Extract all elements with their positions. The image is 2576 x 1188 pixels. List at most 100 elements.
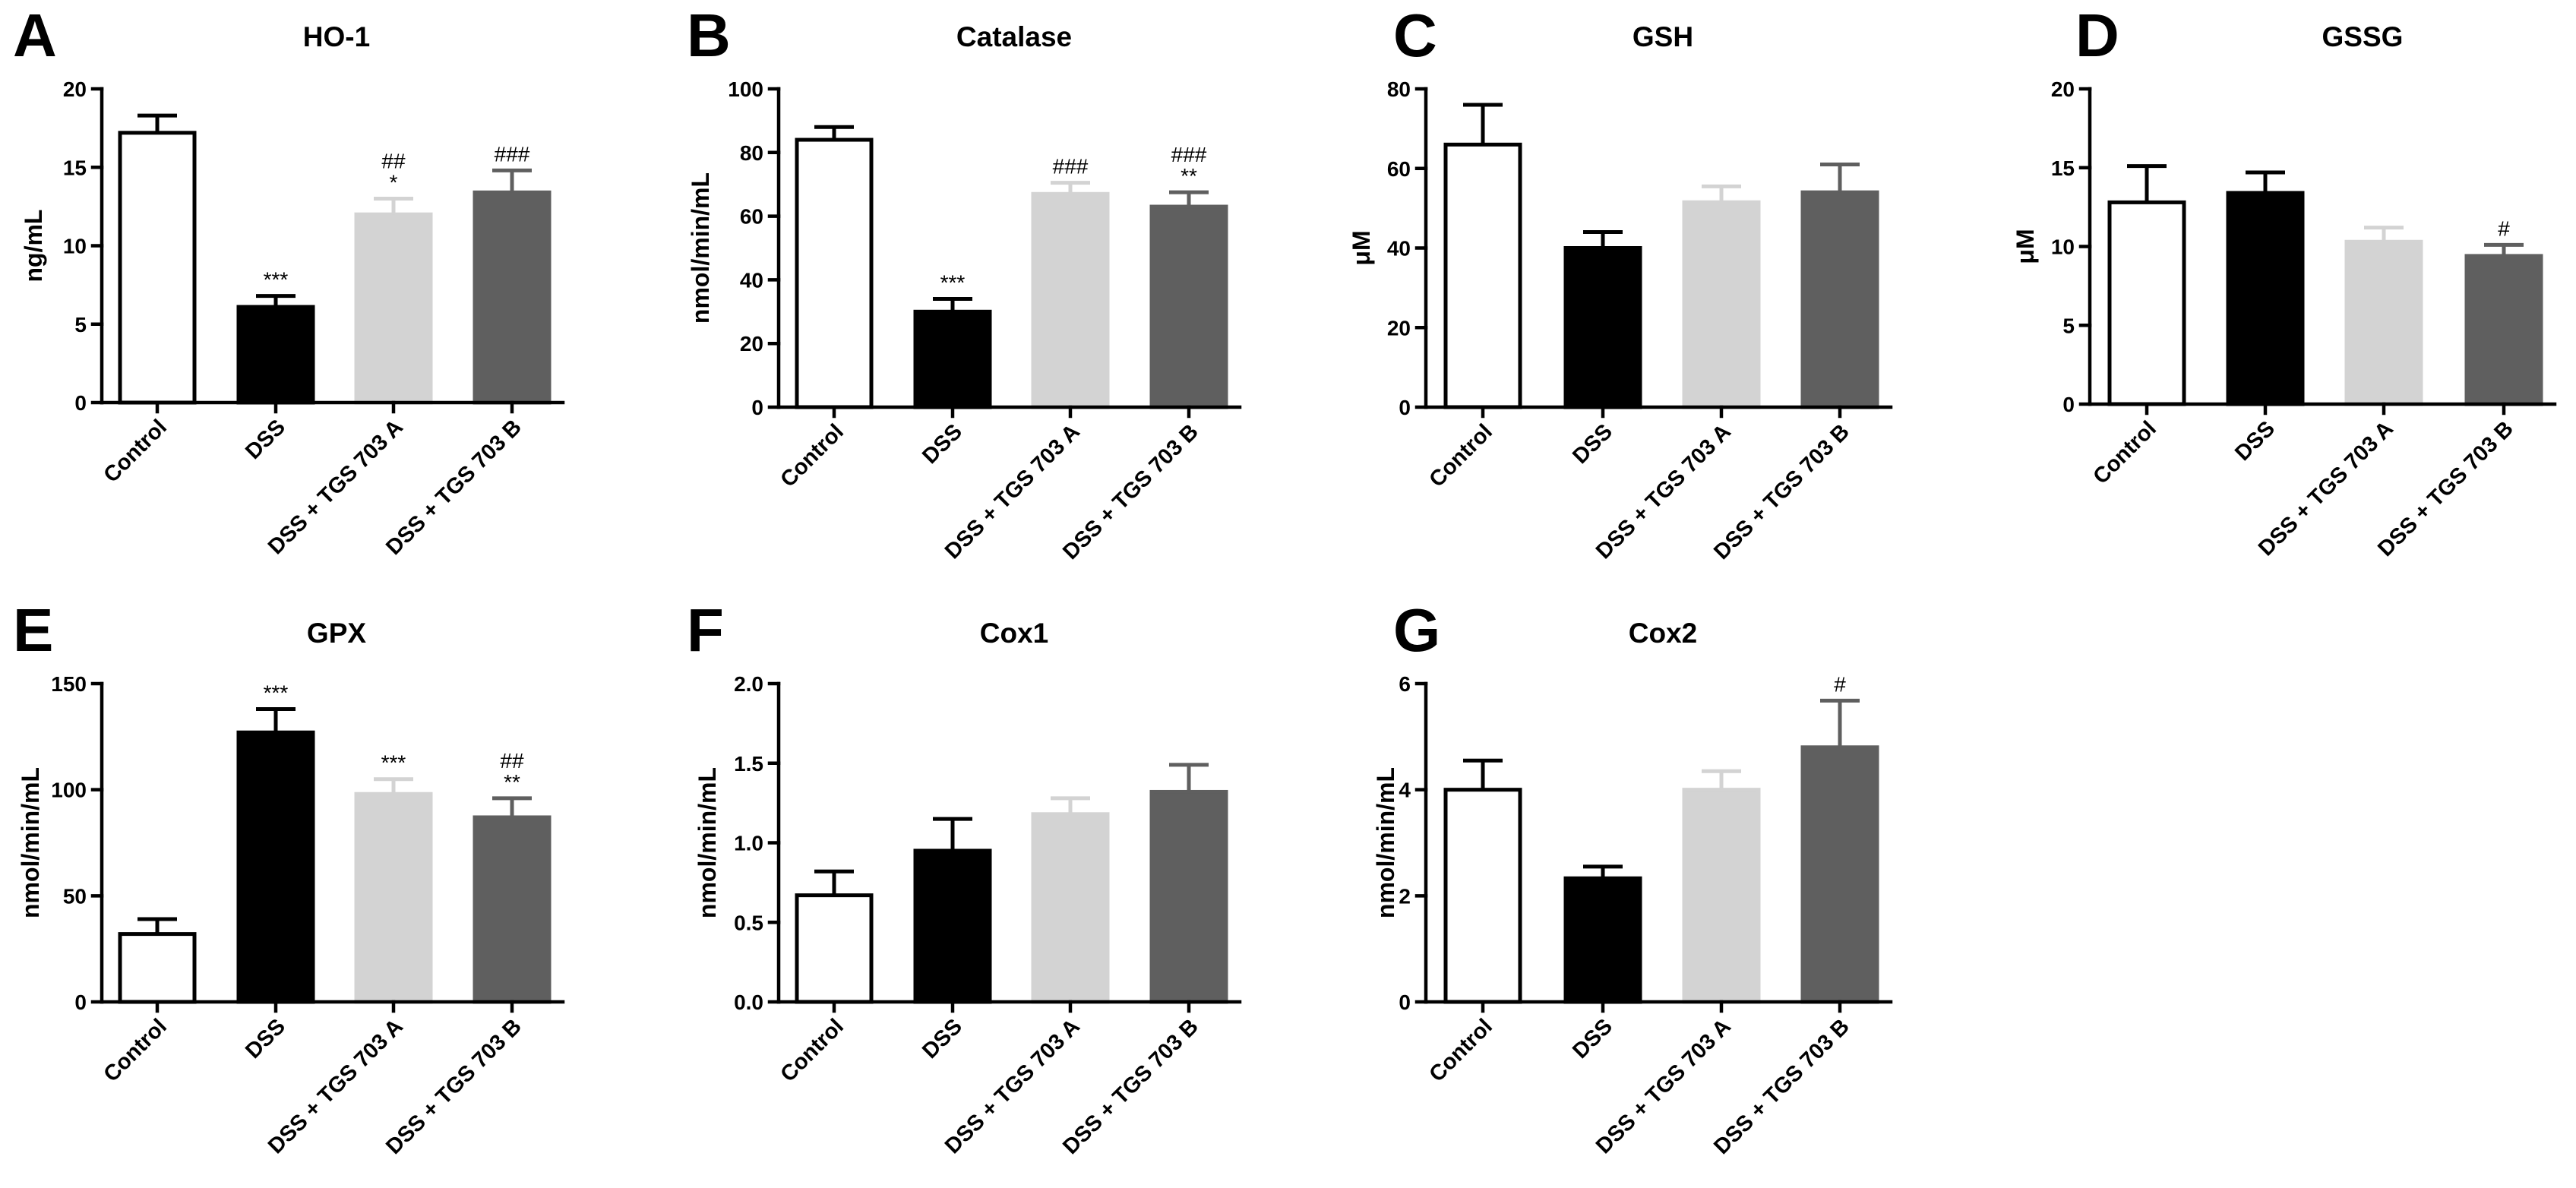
y-tick-label: 0	[74, 991, 87, 1014]
y-tick-label: 40	[1387, 237, 1411, 261]
bar-control	[795, 137, 874, 409]
y-tick-label: 5	[2062, 314, 2075, 337]
bar-dss-tgs-703-a	[1682, 788, 1761, 1004]
y-tick-label: 0	[1399, 991, 1411, 1014]
y-axis: 0 2 4 6	[1399, 672, 1428, 1014]
significance-label: ***	[940, 271, 966, 295]
significance-label: ##	[500, 749, 524, 773]
y-tick-label: 80	[1387, 77, 1411, 101]
error-bar-dss	[256, 294, 296, 308]
y-tick-label: 1.5	[734, 752, 763, 776]
x-tick-label: Control	[776, 419, 849, 492]
x-tick-label: DSS	[241, 1014, 290, 1063]
y-axis-label: μM	[1348, 230, 1375, 265]
y-tick-label: 5	[74, 313, 87, 336]
bar-dss-tgs-703-b	[473, 815, 552, 1004]
bars: ***### **###	[795, 125, 1228, 409]
y-tick-label: 0.0	[734, 991, 763, 1014]
y-axis-label: nmol/min/mL	[694, 767, 721, 918]
x-tick-label: Control	[1424, 1014, 1497, 1087]
bar-dss-tgs-703-a	[354, 791, 433, 1004]
x-tick-label: Control	[99, 1014, 172, 1087]
bars: #	[1443, 672, 1879, 1004]
panel-letter: C	[1393, 2, 1437, 69]
bars: ****## ###	[118, 113, 552, 405]
bar-dss	[1563, 876, 1642, 1004]
significance-label: ***	[264, 268, 289, 292]
y-tick-label: 100	[728, 77, 763, 101]
y-tick-label: 100	[51, 779, 87, 802]
bar-dss-tgs-703-a	[1682, 200, 1761, 409]
error-bar-dss-tgs-703-a	[1051, 796, 1090, 814]
error-bar-dss-tgs-703-a	[1702, 769, 1741, 790]
error-bar-control	[137, 917, 177, 934]
y-tick-label: 60	[1387, 157, 1411, 181]
x-tick-label: Control	[1424, 419, 1497, 492]
error-bar-dss-tgs-703-b	[2484, 242, 2524, 256]
error-bar-dss-tgs-703-a	[374, 197, 413, 215]
y-axis: 0 20 40 60 80 100	[728, 77, 781, 419]
chart-title: GPX	[307, 618, 366, 649]
error-bar-dss-tgs-703-b	[492, 796, 532, 817]
y-tick-label: 4	[1399, 779, 1411, 802]
bar-dss-tgs-703-a	[2344, 239, 2423, 406]
panel-letter: E	[13, 596, 53, 664]
error-bar-control	[814, 869, 854, 896]
bar-dss	[913, 848, 992, 1004]
y-axis-label: nmol/min/mL	[687, 172, 714, 324]
bars: #	[2107, 164, 2543, 406]
x-tick-label: DSS + TGS 703 A	[2254, 416, 2398, 561]
bar-dss-tgs-703-b	[1149, 789, 1228, 1004]
error-bar-dss	[933, 297, 972, 312]
x-tick-label: DSS	[918, 1014, 967, 1063]
significance-label: *	[390, 171, 398, 194]
chart-title: GSSG	[2322, 21, 2404, 52]
x-tick-label: Control	[2088, 416, 2161, 489]
y-tick-label: 1.0	[734, 832, 763, 855]
panel-letter: A	[13, 2, 57, 69]
y-axis: 0.0 0.5 1.0 1.5 2.0	[734, 672, 781, 1014]
bar-control	[1443, 788, 1522, 1004]
error-bar-control	[1463, 103, 1503, 145]
bar-dss-tgs-703-b	[1800, 745, 1879, 1004]
y-tick-label: 20	[1387, 316, 1411, 340]
x-tick-label: DSS	[918, 419, 967, 469]
bar-dss	[236, 730, 315, 1004]
error-bar-dss-tgs-703-a	[1702, 184, 1741, 203]
y-axis-label: nmol/min/mL	[17, 767, 44, 918]
panel-letter: D	[2075, 2, 2119, 69]
y-tick-label: 20	[2051, 77, 2075, 101]
y-tick-label: 80	[740, 141, 763, 165]
bar-control	[118, 131, 197, 405]
y-tick-label: 0.5	[734, 911, 763, 934]
bar-dss-tgs-703-b	[1800, 190, 1879, 409]
significance-label: #	[2498, 216, 2510, 240]
x-tick-label: DSS	[1568, 1014, 1617, 1063]
error-bar-dss-tgs-703-a	[1051, 181, 1090, 194]
error-bar-dss-tgs-703-b	[1169, 190, 1209, 207]
y-tick-label: 10	[63, 235, 87, 258]
y-axis: 0 5 10 15 20	[2051, 77, 2092, 416]
y-tick-label: 15	[2051, 156, 2075, 180]
bars	[1443, 103, 1879, 409]
y-tick-label: 0	[751, 396, 763, 419]
x-tick-label: DSS + TGS 703 B	[2373, 416, 2518, 561]
bar-dss-tgs-703-a	[1031, 191, 1110, 409]
error-bar-dss	[1583, 230, 1623, 248]
y-tick-label: 15	[63, 156, 87, 179]
error-bar-dss-tgs-703-b	[492, 168, 532, 193]
y-tick-label: 10	[2051, 235, 2075, 259]
significance-label: ##	[381, 150, 406, 173]
y-tick-label: 0	[1399, 396, 1411, 419]
